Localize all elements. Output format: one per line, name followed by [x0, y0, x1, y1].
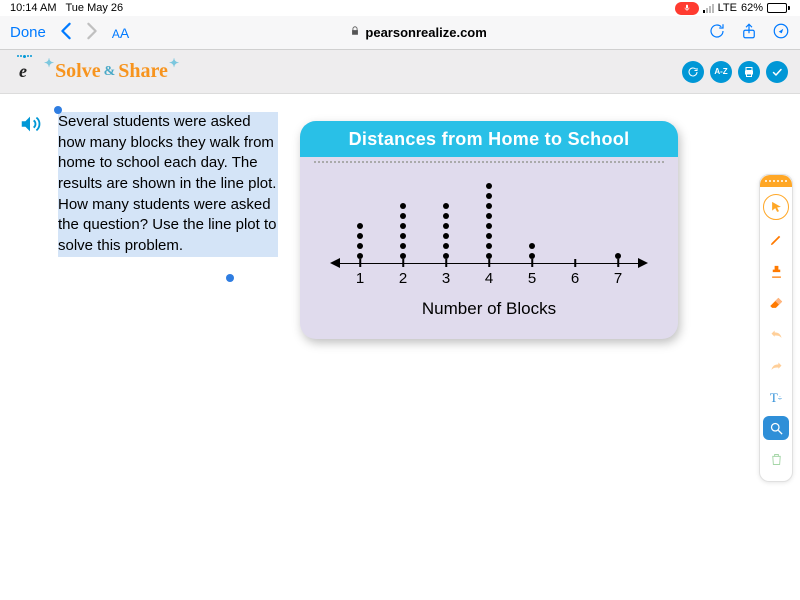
line-plot: Number of Blocks 1 2 3 4 5 6 7: [300, 163, 678, 333]
x-tick: [617, 259, 619, 267]
x-tick: [574, 259, 576, 267]
zoom-tool-button[interactable]: [763, 416, 789, 440]
forward-button: [86, 22, 98, 44]
plot-dot: [486, 243, 492, 249]
pointer-tool-button[interactable]: [763, 194, 789, 220]
plot-dot: [486, 213, 492, 219]
battery-pct: 62%: [741, 2, 763, 14]
solve-and-share-title: ✦ Solve & Share ✦: [44, 60, 179, 83]
x-tick: [445, 259, 447, 267]
x-tick-label: 1: [356, 270, 364, 287]
x-axis-label: Number of Blocks: [300, 299, 678, 319]
ipad-status-bar: 10:14 AM Tue May 26 LTE 62%: [0, 0, 800, 16]
recording-indicator-icon[interactable]: [675, 2, 699, 15]
logo-text: e: [19, 61, 27, 81]
plot-dot: [357, 233, 363, 239]
plot-dot: [357, 223, 363, 229]
plot-dot: [443, 213, 449, 219]
pencil-tool-button[interactable]: [763, 226, 789, 252]
toolbar-drag-handle[interactable]: [760, 175, 792, 187]
x-tick-label: 3: [442, 270, 450, 287]
stamp-tool-button[interactable]: [763, 258, 789, 284]
print-button[interactable]: [738, 61, 760, 83]
share-button[interactable]: [740, 22, 758, 44]
plot-dot: [486, 183, 492, 189]
content-area: Several students were asked how many blo…: [0, 94, 800, 600]
status-time: 10:14 AM: [10, 2, 56, 14]
plot-dot: [486, 193, 492, 199]
plot-dot: [443, 223, 449, 229]
plot-dot: [443, 203, 449, 209]
x-tick: [488, 259, 490, 267]
plot-dot: [615, 253, 621, 259]
chart-title: Distances from Home to School: [300, 121, 678, 157]
url-text: pearsonrealize.com: [365, 25, 486, 40]
plot-dot: [443, 253, 449, 259]
lock-icon: [350, 25, 360, 40]
app-header: e ✦ Solve & Share ✦ A-Z: [0, 50, 800, 94]
plot-dot: [486, 223, 492, 229]
plot-dot: [486, 253, 492, 259]
cell-signal-icon: [703, 4, 714, 13]
x-tick: [359, 259, 361, 267]
text-tool-button[interactable]: T÷: [763, 386, 789, 410]
trash-button[interactable]: [763, 446, 789, 472]
plot-dot: [400, 203, 406, 209]
plot-dot: [357, 243, 363, 249]
drawing-toolbar[interactable]: T÷: [759, 174, 793, 482]
plot-dot: [529, 243, 535, 249]
plot-dot: [400, 213, 406, 219]
plot-dot: [357, 253, 363, 259]
network-label: LTE: [718, 2, 737, 14]
x-tick-label: 5: [528, 270, 536, 287]
selection-handle-start[interactable]: [54, 106, 62, 114]
selection-handle-end[interactable]: [226, 274, 234, 282]
done-button[interactable]: Done: [10, 24, 46, 41]
safari-compass-icon[interactable]: [772, 22, 790, 44]
eraser-tool-button[interactable]: [763, 290, 789, 316]
axis-arrow-right-icon: [638, 258, 648, 268]
x-tick-label: 7: [614, 270, 622, 287]
plot-dot: [486, 233, 492, 239]
x-tick-label: 2: [399, 270, 407, 287]
plot-dot: [529, 253, 535, 259]
envision-logo-icon[interactable]: e: [12, 61, 34, 83]
plot-dot: [400, 253, 406, 259]
address-bar[interactable]: pearsonrealize.com: [143, 25, 694, 40]
plot-dot: [443, 243, 449, 249]
check-button[interactable]: [766, 61, 788, 83]
read-aloud-button[interactable]: [18, 112, 42, 136]
undo-button[interactable]: [763, 322, 789, 348]
reload-button[interactable]: [708, 22, 726, 44]
refresh-action-button[interactable]: [682, 61, 704, 83]
x-tick-label: 6: [571, 270, 579, 287]
status-time-date: 10:14 AM Tue May 26: [10, 2, 123, 14]
plot-dot: [400, 233, 406, 239]
problem-text[interactable]: Several students were asked how many blo…: [58, 112, 278, 257]
az-sort-button[interactable]: A-Z: [710, 61, 732, 83]
battery-icon: [767, 3, 790, 13]
axis-arrow-left-icon: [330, 258, 340, 268]
text-size-button[interactable]: AA: [112, 25, 129, 41]
x-tick: [402, 259, 404, 267]
plot-dot: [443, 233, 449, 239]
redo-button[interactable]: [763, 354, 789, 380]
x-tick: [531, 259, 533, 267]
plot-dot: [400, 223, 406, 229]
safari-nav-bar: Done AA pearsonrealize.com: [0, 16, 800, 50]
x-tick-label: 4: [485, 270, 493, 287]
status-date: Tue May 26: [65, 2, 123, 14]
chart-card: Distances from Home to School Number of …: [300, 121, 678, 339]
back-button[interactable]: [60, 22, 72, 44]
header-actions: A-Z: [682, 61, 788, 83]
plot-dot: [400, 243, 406, 249]
plot-dot: [486, 203, 492, 209]
